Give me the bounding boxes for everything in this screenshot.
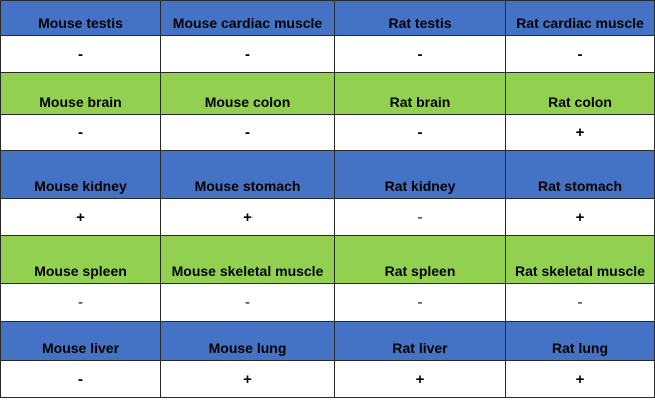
value-cell-rat-stomach: +: [506, 199, 655, 236]
header-cell-mouse-cardiac-muscle: Mouse cardiac muscle: [161, 0, 335, 36]
header-cell-rat-liver: Rat liver: [335, 322, 506, 361]
header-cell-rat-lung: Rat lung: [506, 322, 655, 361]
value-cell-mouse-kidney: +: [0, 199, 161, 236]
value-cell-rat-cardiac-muscle: -: [506, 36, 655, 73]
header-cell-rat-cardiac-muscle: Rat cardiac muscle: [506, 0, 655, 36]
header-cell-rat-brain: Rat brain: [335, 73, 506, 115]
value-cell-mouse-stomach: +: [161, 199, 335, 236]
value-cell-mouse-testis: -: [0, 36, 161, 73]
header-cell-mouse-skeletal-muscle: Mouse skeletal muscle: [161, 236, 335, 284]
header-cell-mouse-colon: Mouse colon: [161, 73, 335, 115]
value-cell-rat-kidney: -: [335, 199, 506, 236]
value-cell-rat-spleen: -: [335, 284, 506, 322]
header-cell-mouse-stomach: Mouse stomach: [161, 151, 335, 199]
value-cell-mouse-liver: -: [0, 361, 161, 398]
header-cell-mouse-brain: Mouse brain: [0, 73, 161, 115]
header-cell-mouse-lung: Mouse lung: [161, 322, 335, 361]
value-cell-mouse-lung: +: [161, 361, 335, 398]
value-cell-rat-liver: +: [335, 361, 506, 398]
value-cell-rat-testis: -: [335, 36, 506, 73]
header-cell-rat-spleen: Rat spleen: [335, 236, 506, 284]
value-cell-mouse-skeletal-muscle: -: [161, 284, 335, 322]
header-cell-rat-colon: Rat colon: [506, 73, 655, 115]
header-cell-mouse-liver: Mouse liver: [0, 322, 161, 361]
value-cell-mouse-spleen: -: [0, 284, 161, 322]
value-cell-rat-colon: +: [506, 115, 655, 151]
header-cell-rat-kidney: Rat kidney: [335, 151, 506, 199]
header-cell-mouse-testis: Mouse testis: [0, 0, 161, 36]
value-cell-rat-skeletal-muscle: -: [506, 284, 655, 322]
header-cell-mouse-kidney: Mouse kidney: [0, 151, 161, 199]
header-cell-mouse-spleen: Mouse spleen: [0, 236, 161, 284]
value-cell-mouse-cardiac-muscle: -: [161, 36, 335, 73]
value-cell-mouse-colon: -: [161, 115, 335, 151]
value-cell-rat-brain: -: [335, 115, 506, 151]
header-cell-rat-skeletal-muscle: Rat skeletal muscle: [506, 236, 655, 284]
value-cell-mouse-brain: -: [0, 115, 161, 151]
header-cell-rat-testis: Rat testis: [335, 0, 506, 36]
value-cell-rat-lung: +: [506, 361, 655, 398]
header-cell-rat-stomach: Rat stomach: [506, 151, 655, 199]
